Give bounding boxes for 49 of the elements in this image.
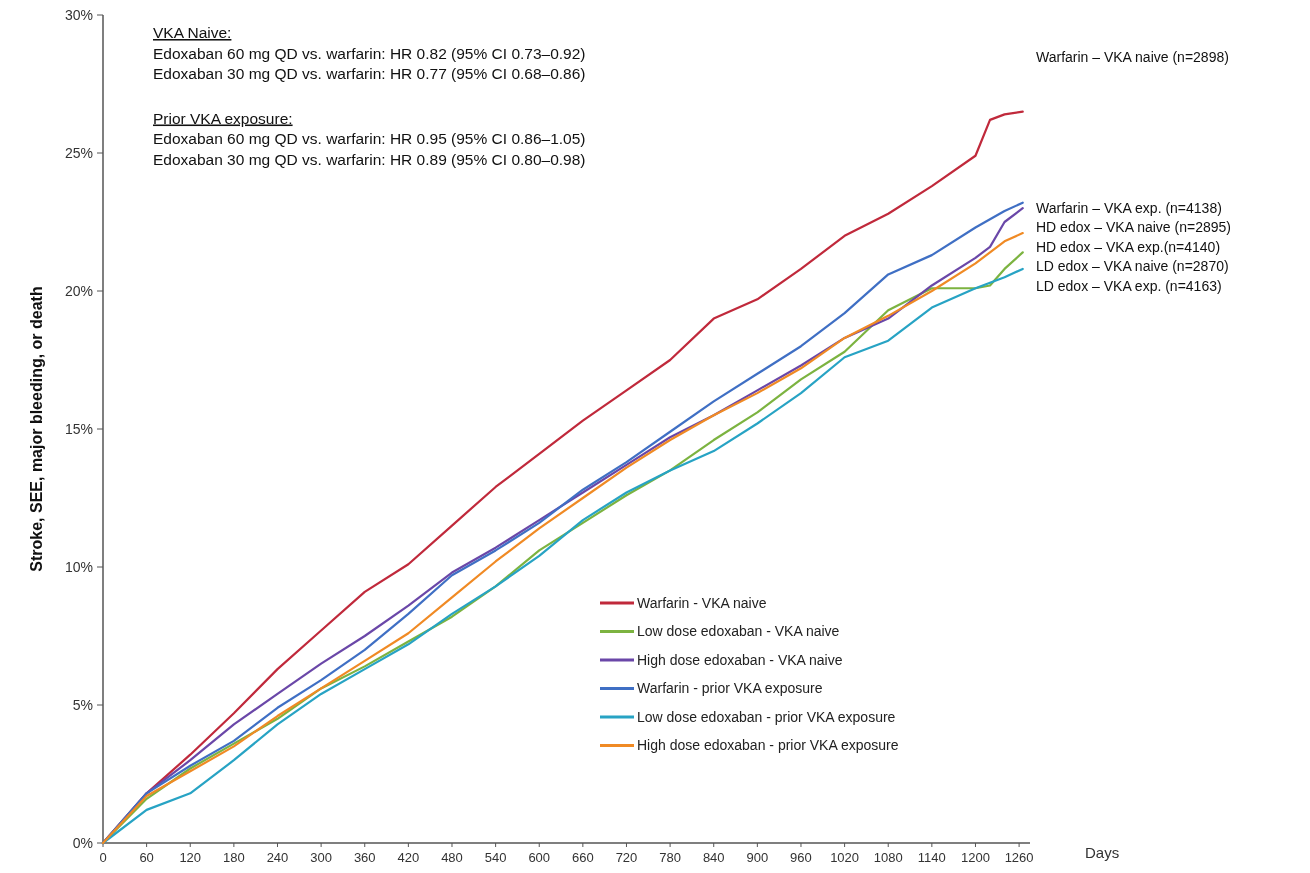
text: LD edox – VKA exp. (n=4163) [1036,277,1222,294]
x-tick-label: 480 [441,850,463,865]
y-axis-title: Stroke, SEE, major bleeding, or death [28,286,45,572]
text: LD edox – VKA naive (n=2870) [1036,258,1229,274]
annotation: Edoxaban 30 mg QD vs. warfarin: HR 0.77 (95% CI 0.68–0.86) [153,65,586,82]
legend-label: High dose edoxaban - VKA naive [637,651,843,668]
x-tick-label: 300 [310,850,332,865]
x-tick-label: 540 [484,850,507,865]
text: HD edox – VKA naive (n=2895) [1036,219,1231,235]
annotation: Edoxaban 60 mg QD vs. warfarin: HR 0.95 (95% CI 0.86–1.05) [153,130,586,147]
annotation: Prior VKA exposure: [153,109,293,127]
y-tick-label: 10% [64,558,93,575]
x-tick-label: 420 [397,850,420,865]
y-tick-label: 25% [64,144,93,161]
y-tick-label: 5% [72,696,93,713]
x-tick-label: 1260 [1004,850,1034,865]
x-tick-label: 180 [223,850,245,865]
legend-label: Low dose edoxaban - VKA naive [637,623,840,640]
x-tick-label: 240 [266,850,289,865]
annotation: Edoxaban 30 mg QD vs. warfarin: HR 0.89 (95% CI 0.80–0.98) [153,150,586,168]
annotation: VKA Naive: [153,24,232,41]
x-tick-label: 600 [528,850,551,865]
x-axis-title: Days [1085,844,1120,861]
x-tick-label: 720 [615,850,638,865]
y-tick-label: 0% [72,834,93,851]
x-tick-label: 1020 [830,850,860,865]
legend-label: Warfarin - prior VKA exposure [637,680,823,697]
x-tick-label: 960 [790,850,812,865]
y-tick-label: 30% [64,6,93,23]
legend-label: Low dose edoxaban - prior VKA exposure [637,708,896,725]
x-tick-label: 900 [746,850,769,865]
annotation: Edoxaban 60 mg QD vs. warfarin: HR 0.82 (95% CI 0.73–0.92) [153,44,586,62]
text: HD edox – VKA exp.(n=4140) [1036,238,1221,255]
x-tick-label: 0 [99,850,107,865]
x-tick-label: 120 [179,850,202,865]
x-tick-label: 1140 [917,850,946,865]
y-tick-label: 20% [64,282,93,299]
x-tick-label: 660 [572,850,594,865]
x-tick-label: 60 [139,850,154,865]
x-tick-label: 360 [353,850,376,865]
x-tick-label: 780 [659,850,681,865]
x-tick-label: 1080 [873,850,903,865]
y-tick-label: 15% [64,420,93,437]
legend-label: High dose edoxaban - prior VKA exposure [637,737,899,754]
text: Warfarin – VKA naive (n=2898) [1036,49,1229,65]
x-tick-label: 840 [702,850,725,865]
x-tick-label: 1200 [961,850,990,865]
legend-label: Warfarin - VKA naive [637,594,767,611]
text: Warfarin – VKA exp. (n=4138) [1036,199,1222,216]
